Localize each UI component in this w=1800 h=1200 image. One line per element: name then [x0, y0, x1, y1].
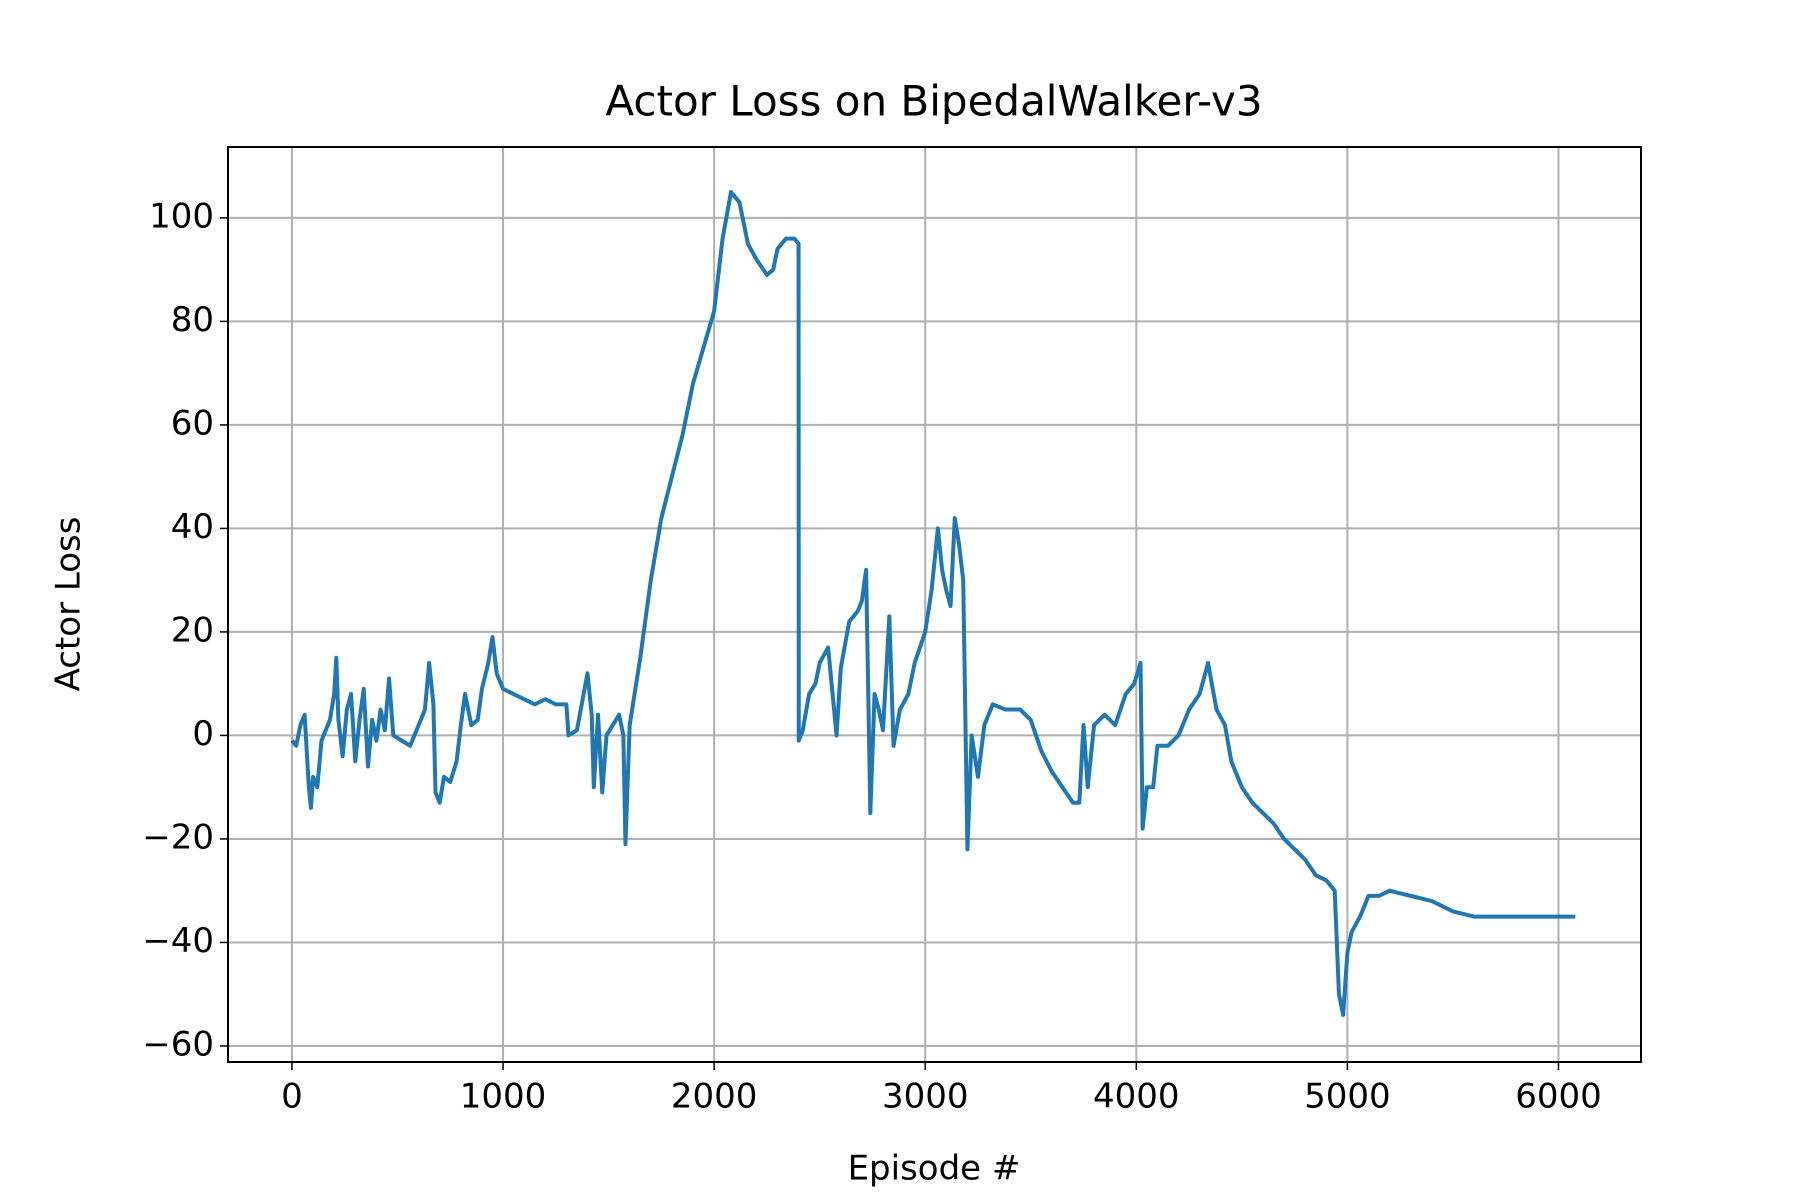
y-tick-label: 20: [171, 610, 214, 650]
x-tick-label: 3000: [882, 1077, 969, 1117]
x-tick-label: 2000: [671, 1077, 758, 1117]
y-tick-label: 60: [171, 403, 214, 443]
chart-title: Actor Loss on BipedalWalker-v3: [605, 77, 1262, 126]
x-tick-label: 1000: [460, 1077, 547, 1117]
y-tick-label: −40: [142, 921, 214, 961]
y-tick-label: 40: [171, 507, 214, 547]
y-tick-label: −20: [142, 817, 214, 857]
y-tick-label: 80: [171, 300, 214, 340]
x-tick-label: 5000: [1304, 1077, 1391, 1117]
x-axis-label: Episode #: [848, 1149, 1021, 1189]
data-line: [290, 190, 1576, 1017]
x-tick-label: 6000: [1515, 1077, 1602, 1117]
x-tick-label: 0: [281, 1077, 303, 1117]
y-tick-label: −60: [142, 1024, 214, 1064]
y-axis-label: Actor Loss: [49, 517, 89, 692]
y-tick-label: 0: [192, 714, 214, 754]
x-tick-label: 4000: [1093, 1077, 1180, 1117]
y-tick-label: 100: [149, 196, 214, 236]
plot-frame: [227, 146, 1642, 1063]
